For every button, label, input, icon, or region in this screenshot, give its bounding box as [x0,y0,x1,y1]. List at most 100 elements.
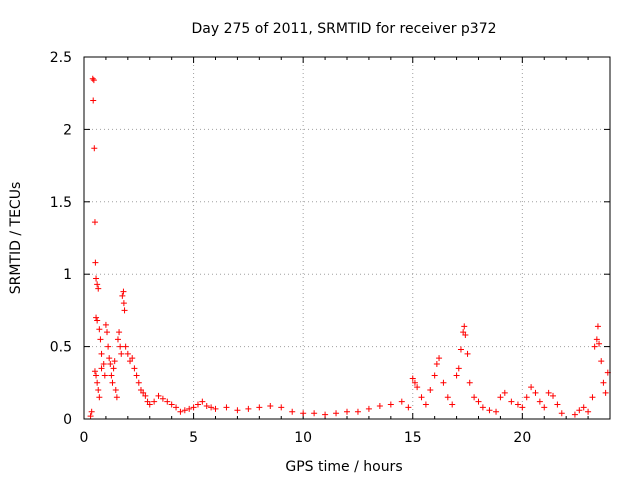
data-point [87,413,94,420]
data-point [411,379,418,386]
x-tick-label: 5 [189,430,198,446]
data-point [427,387,434,394]
data-point [190,404,197,411]
y-axis-label: SRMTID / TECUs [8,182,24,295]
data-point [300,410,307,417]
data-point [90,77,97,84]
data-point [142,392,149,399]
data-point [116,329,123,336]
data-point [462,332,469,339]
data-point [208,404,215,411]
data-point [113,394,120,401]
data-point [436,355,443,362]
data-point [131,365,138,372]
data-point [124,350,131,357]
data-point [532,389,539,396]
y-tick-label: 0.5 [50,340,72,356]
data-point [593,336,600,343]
data-point [109,379,116,386]
data-point [354,408,361,415]
data-point [108,372,115,379]
data-point [133,372,140,379]
data-point [117,343,124,350]
data-point [104,329,111,336]
data-point [457,346,464,353]
data-point [168,401,175,408]
data-point [114,336,121,343]
data-point [203,402,210,409]
y-tick-label: 1.5 [50,195,72,211]
data-point [186,405,193,412]
data-point [418,394,425,401]
data-point [585,408,592,415]
data-point [94,281,101,288]
data-point [493,408,500,415]
data-point [528,384,535,391]
data-point [95,387,102,394]
data-point [449,401,456,408]
data-point [120,288,127,295]
data-point [88,408,95,415]
data-point [151,398,158,405]
data-point [322,411,329,418]
data-point [90,97,97,104]
data-point [514,401,521,408]
data-point [173,404,180,411]
data-point [97,336,104,343]
data-point [523,394,530,401]
data-point [101,372,108,379]
data-point [164,398,171,405]
data-point [120,300,127,307]
data-point [497,394,504,401]
data-point [223,404,230,411]
data-point [106,355,113,362]
data-point [89,75,96,82]
data-point [181,407,188,414]
data-point [464,350,471,357]
data-point [501,389,508,396]
axis-ticks [83,56,610,420]
data-point [471,394,478,401]
data-point [433,360,440,367]
data-point [365,405,372,412]
data-point [576,407,583,414]
data-point [96,394,103,401]
data-point [107,360,114,367]
data-point [146,401,153,408]
data-point [594,323,601,330]
grid-lines [84,57,610,419]
data-point [571,411,578,418]
data-point [267,402,274,409]
data-point [541,404,548,411]
data-point [289,408,296,415]
data-point [234,407,241,414]
data-point [591,343,598,350]
data-point [444,394,451,401]
data-point [91,145,98,152]
data-point [558,410,565,417]
data-point [440,379,447,386]
plot-frame [83,56,611,420]
data-point [589,394,596,401]
data-point [536,398,543,405]
data-point [461,323,468,330]
data-point [545,389,552,396]
data-point [111,358,118,365]
data-point [129,355,136,362]
data-point [486,407,493,414]
data-point [112,387,119,394]
data-point [177,408,184,415]
data-point [405,404,412,411]
data-point [409,375,416,382]
data-point [475,398,482,405]
data-point [466,379,473,386]
data-point [118,350,125,357]
data-point [119,292,126,299]
x-axis-label: GPS time / hours [285,459,402,475]
x-tick-label: 0 [80,430,89,446]
data-point [550,392,557,399]
data-point [121,307,128,314]
data-point [455,365,462,372]
data-point [333,410,340,417]
